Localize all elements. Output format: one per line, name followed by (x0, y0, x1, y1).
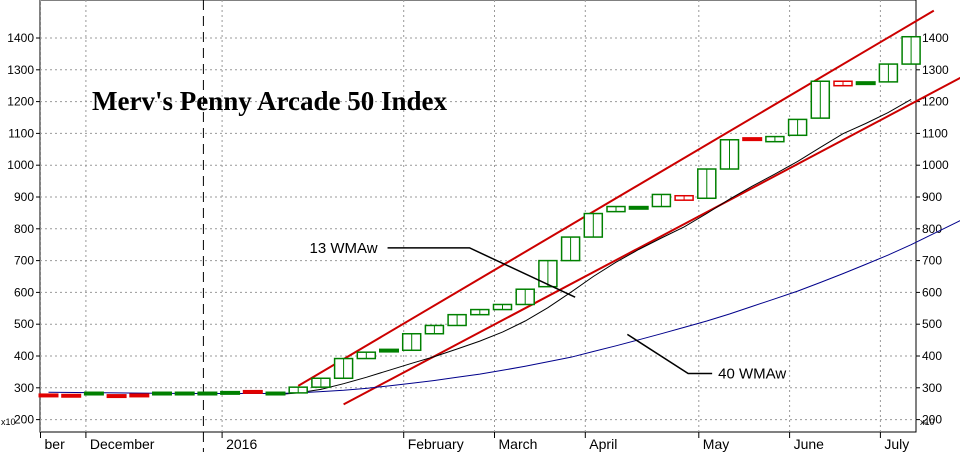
y-tick-label-right: 500 (922, 317, 942, 331)
y-tick-label-right: 1000 (922, 158, 949, 172)
x-tick-label: April (589, 436, 617, 452)
trend-channel-line (297, 9, 935, 387)
ma40-pointer (626, 333, 713, 375)
y-tick-label-left: 200 (14, 413, 34, 427)
candle (197, 391, 218, 396)
y-tick-label-left: 600 (14, 285, 34, 299)
candle (220, 390, 241, 395)
x-tick-label: June (794, 436, 825, 452)
y-tick-label-right: 700 (922, 254, 942, 268)
candle (38, 393, 59, 398)
ma13-line (275, 98, 912, 396)
candle (61, 393, 82, 398)
candles (38, 35, 921, 399)
candle (742, 137, 763, 142)
ma13-label: 13 WMAw (310, 240, 378, 257)
y-tick-label-left: 800 (14, 222, 34, 236)
candle (855, 81, 876, 86)
chart-title: Merv's Penny Arcade 50 Index (92, 86, 447, 116)
plot-frame (39, 0, 917, 433)
ma13-pointer (387, 247, 576, 298)
y-tick-label-left: 500 (14, 317, 34, 331)
grid (40, 0, 916, 452)
x-tick-label: 2016 (226, 436, 257, 452)
y-scale-note-left: x10 (1, 417, 16, 427)
ma40-label: 40 WMAw (718, 365, 786, 382)
y-tick-label-left: 700 (14, 254, 34, 268)
y-tick-label-right: 1200 (922, 95, 949, 109)
y-tick-label-right: 1400 (922, 31, 949, 45)
trend-channel-line (343, 76, 960, 406)
y-tick-label-right: 900 (922, 190, 942, 204)
x-tick-label: December (90, 436, 155, 452)
y-tick-label-right: 400 (922, 349, 942, 363)
candle (152, 391, 172, 396)
x-tick-label: May (703, 436, 729, 452)
y-axis: 200 200 300 300 400 400 500 500 600 600 700 700 800 8… (7, 31, 949, 427)
candle (242, 389, 263, 394)
y-tick-label-left: 1300 (7, 63, 34, 77)
y-scale-note-right: x10 (920, 417, 935, 427)
y-tick-label-right: 300 (922, 381, 942, 395)
candle (265, 391, 286, 396)
y-tick-label-left: 400 (14, 349, 34, 363)
y-tick-label-left: 1000 (7, 158, 34, 172)
candle (83, 391, 104, 396)
candle (129, 393, 150, 398)
candle (106, 394, 127, 399)
x-tick-label: July (884, 436, 909, 452)
annotations: 13 WMAw 40 WMAw (310, 240, 787, 383)
candle (174, 391, 195, 396)
moving-averages (48, 98, 960, 396)
y-tick-label-left: 900 (14, 190, 34, 204)
y-tick-label-right: 200 (922, 413, 942, 427)
x-tick-label: February (408, 436, 464, 452)
y-tick-label-left: 1400 (7, 31, 34, 45)
y-tick-label-left: 300 (14, 381, 34, 395)
y-tick-label-left: 1100 (8, 126, 34, 140)
x-axis: ber December 2016 February March April May June… (40, 432, 909, 452)
ma40-line (48, 220, 960, 394)
candle (379, 348, 399, 353)
x-tick-label: March (499, 436, 538, 452)
y-tick-label-right: 800 (922, 222, 942, 236)
y-tick-label-right: 600 (922, 285, 942, 299)
x-tick-label: ber (45, 436, 66, 452)
y-tick-label-left: 1200 (7, 95, 34, 109)
y-tick-label-right: 1100 (922, 126, 948, 140)
candle (628, 205, 649, 210)
trend-channel (297, 9, 960, 406)
y-tick-label-right: 1300 (922, 63, 949, 77)
